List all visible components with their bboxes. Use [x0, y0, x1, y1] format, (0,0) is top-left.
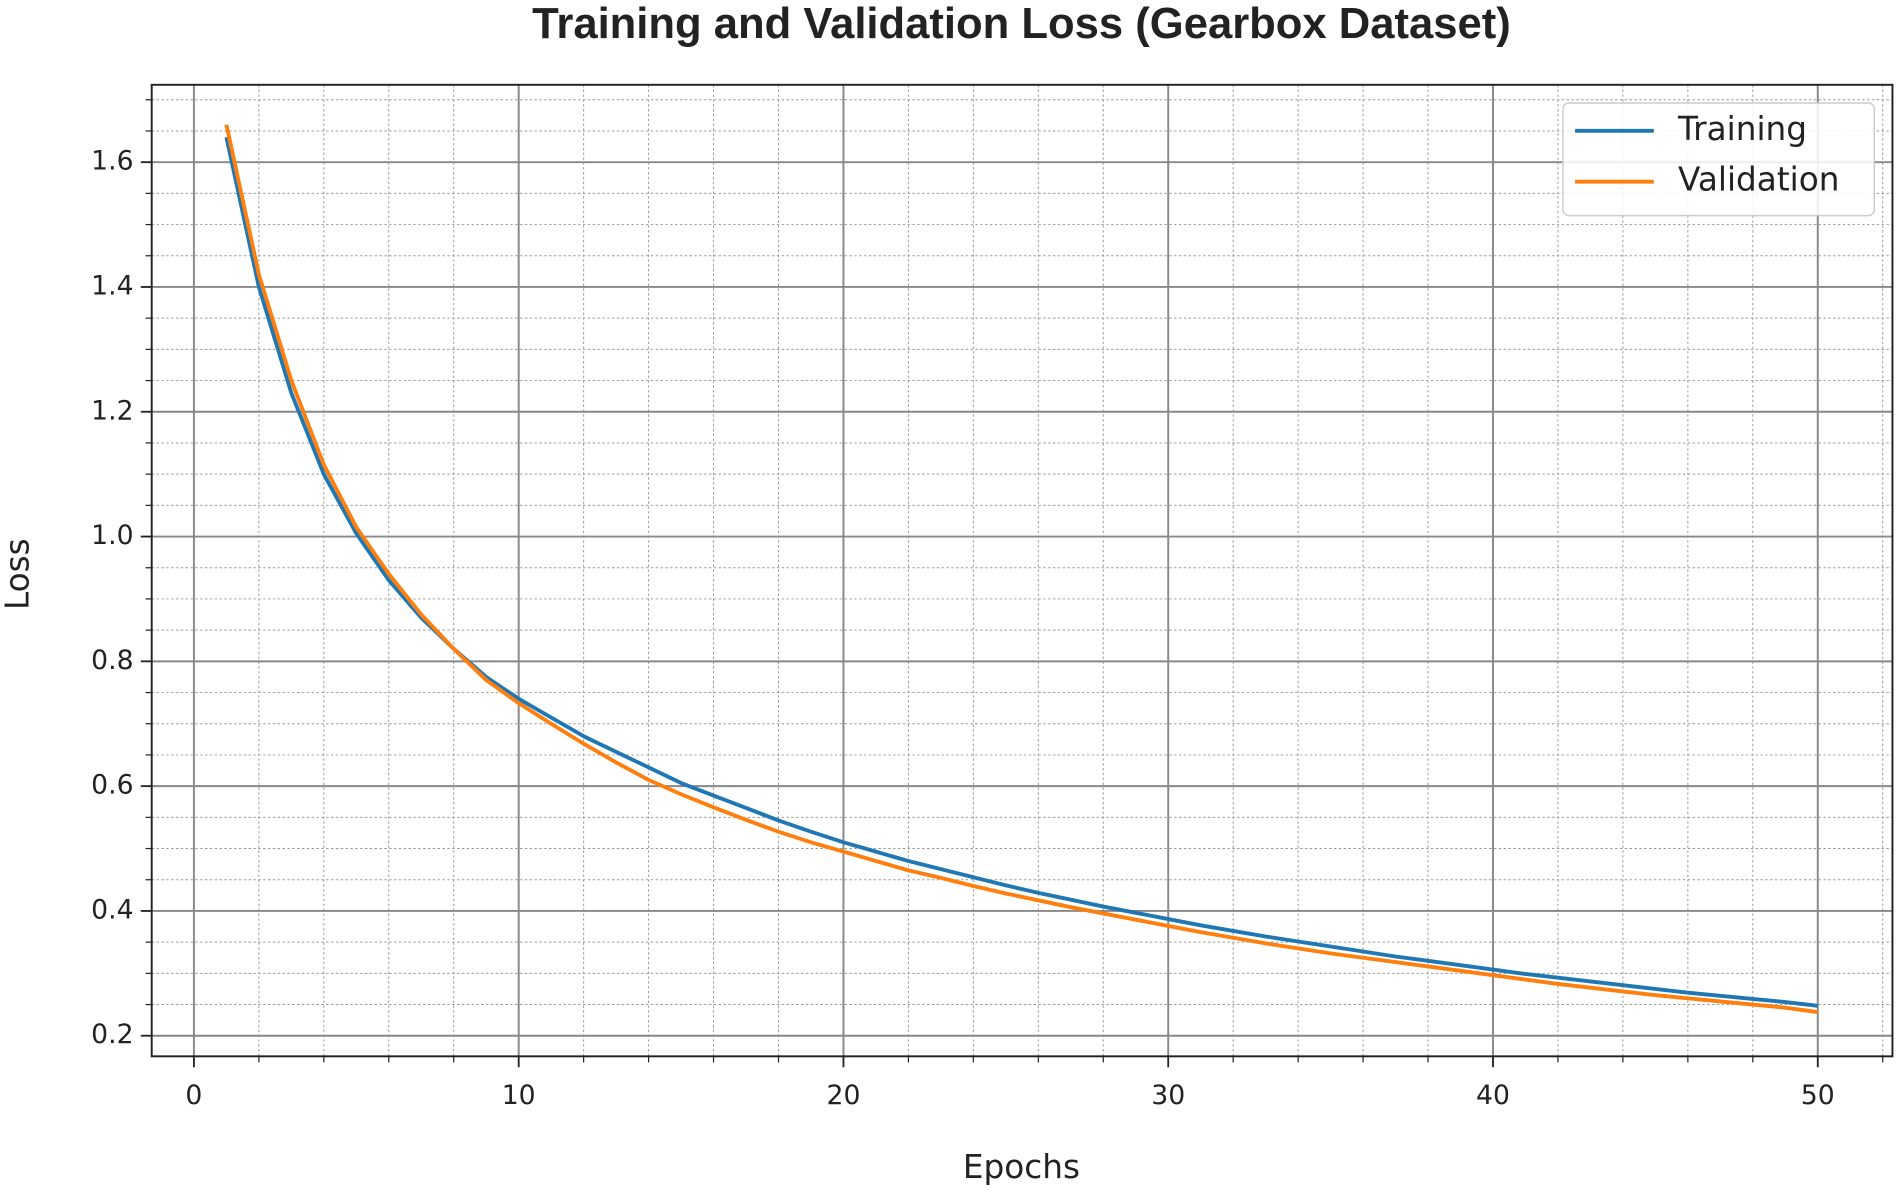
y-tick-label: 1.4	[91, 270, 133, 301]
y-tick-label: 1.0	[91, 520, 133, 551]
x-tick-label: 40	[1476, 1080, 1510, 1111]
y-tick-label: 0.2	[91, 1019, 133, 1050]
series-line	[224, 124, 1819, 1014]
x-axis-label: Epochs	[963, 1148, 1080, 1186]
x-tick-label: 0	[185, 1080, 202, 1111]
y-tick-label: 0.4	[91, 894, 133, 925]
legend-label: Training	[1677, 110, 1807, 148]
chart-title: Training and Validation Loss (Gearbox Da…	[532, 0, 1511, 48]
y-tick-label: 0.6	[91, 770, 133, 801]
y-tick-label: 1.2	[91, 395, 133, 426]
x-tick-label: 20	[827, 1080, 861, 1111]
x-tick-label: 50	[1801, 1080, 1835, 1111]
legend-label: Validation	[1678, 161, 1839, 199]
x-tick-label: 30	[1151, 1080, 1185, 1111]
y-tick-label: 1.6	[91, 146, 133, 177]
x-tick-label: 10	[502, 1080, 536, 1111]
y-tick-label: 0.8	[91, 645, 133, 676]
plot-frame	[150, 83, 1894, 1058]
series-line	[224, 136, 1818, 1008]
y-axis-label: Loss	[0, 538, 37, 610]
